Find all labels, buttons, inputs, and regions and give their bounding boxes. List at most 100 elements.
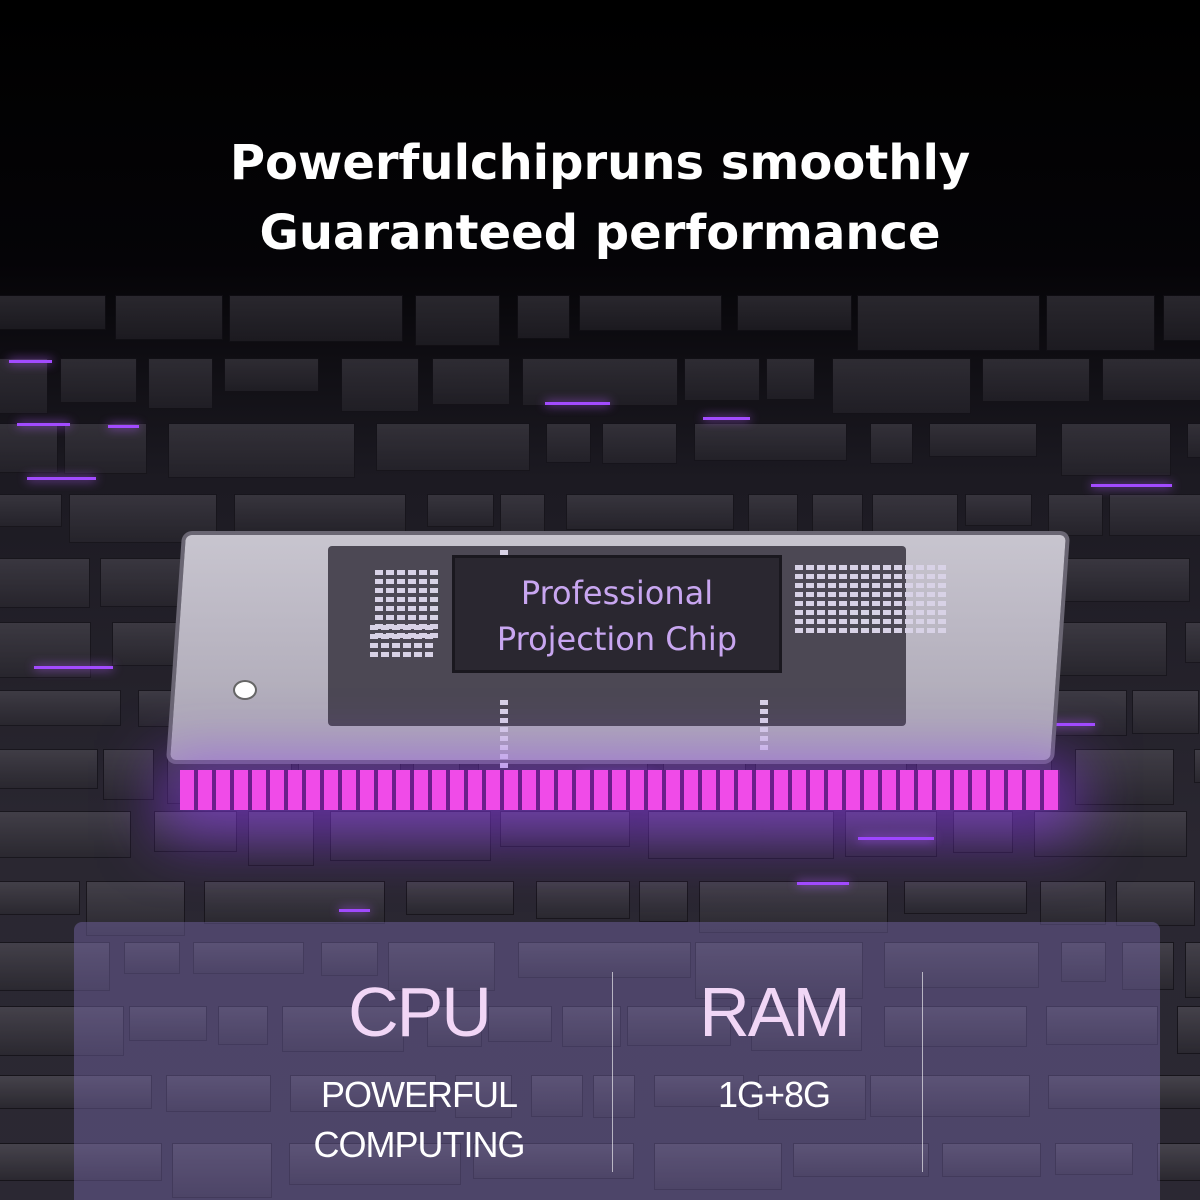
chip-pad <box>500 550 508 555</box>
chip-pad <box>414 652 422 657</box>
board-tile <box>653 1074 744 1108</box>
board-tile <box>748 493 798 533</box>
chip-pad <box>760 745 768 750</box>
chip-pad <box>430 615 438 620</box>
board-tile <box>193 942 305 975</box>
board-tile <box>1102 357 1200 402</box>
chip-pad <box>883 610 891 615</box>
chip-pad <box>894 601 902 606</box>
chip-pad <box>403 643 411 648</box>
divider <box>612 972 613 1172</box>
chip-pad <box>850 628 858 633</box>
chip-pad <box>760 700 768 705</box>
chip-pad <box>905 601 913 606</box>
chip-pad <box>916 619 924 624</box>
board-tile <box>103 749 155 800</box>
board-tile <box>0 422 58 474</box>
board-tile <box>1033 811 1188 857</box>
board-tile <box>751 1006 863 1052</box>
board-tile <box>320 942 378 977</box>
chip-pad <box>927 628 935 633</box>
board-tile <box>376 422 531 471</box>
chip-pad <box>927 574 935 579</box>
spec-line: POWERFUL <box>320 1074 518 1115</box>
board-tile <box>427 1006 483 1048</box>
chip-pad <box>861 592 869 597</box>
chip-pad <box>894 619 902 624</box>
glowing-trace <box>1015 722 1095 726</box>
chip-pad <box>894 610 902 615</box>
chip-pad <box>500 718 508 723</box>
chip-pad <box>760 736 768 741</box>
chip-pad <box>916 574 924 579</box>
chip-pad <box>828 583 836 588</box>
chip-pad <box>828 619 836 624</box>
board-tile <box>869 422 914 464</box>
board-tile <box>1055 1142 1134 1176</box>
board-tile <box>531 1074 584 1117</box>
chip-pad <box>500 700 508 705</box>
chip-pad <box>927 610 935 615</box>
chip-pad <box>408 570 416 575</box>
board-tile <box>147 357 213 410</box>
chip-pad <box>419 579 427 584</box>
board-tile <box>68 493 217 544</box>
chip-pad <box>927 619 935 624</box>
chip-pad <box>894 565 902 570</box>
board-tile <box>0 749 99 790</box>
board-tile <box>282 1006 405 1052</box>
board-tile <box>536 881 630 920</box>
board-tile <box>0 1006 125 1057</box>
chip-pad <box>500 754 508 759</box>
chip-pad <box>425 625 433 630</box>
glowing-trace <box>858 836 935 840</box>
board-tile <box>699 881 888 934</box>
board-tile <box>1060 422 1172 477</box>
board-tile <box>602 422 677 465</box>
chip-pad <box>894 583 902 588</box>
chip-pad <box>828 610 836 615</box>
chip-pad <box>850 592 858 597</box>
chip-pad <box>894 628 902 633</box>
board-tile <box>0 294 107 330</box>
chip-pad <box>795 628 803 633</box>
chip-pad <box>760 709 768 714</box>
board-tile <box>757 1074 866 1121</box>
board-tile <box>224 357 319 392</box>
chip-pad <box>905 619 913 624</box>
board-tile <box>516 294 571 340</box>
chip-pad <box>872 601 880 606</box>
chip-pad <box>375 606 383 611</box>
board-tile <box>1162 294 1200 341</box>
chip-pad <box>905 574 913 579</box>
board-tile <box>832 357 972 414</box>
chip-pad <box>425 634 433 639</box>
chip-pad <box>905 592 913 597</box>
board-tile <box>1048 557 1191 603</box>
board-tile <box>387 942 495 991</box>
chip-pad <box>370 634 378 639</box>
chip-pad <box>883 574 891 579</box>
chip-pad <box>905 565 913 570</box>
chip-pad <box>419 624 427 629</box>
chip-pad <box>397 615 405 620</box>
board-tile <box>942 1142 1042 1178</box>
chip-pad <box>938 565 946 570</box>
headline: Powerfulchipruns smoothly Guaranteed per… <box>0 128 1200 268</box>
chip-pad <box>397 588 405 593</box>
chip-pad <box>883 583 891 588</box>
chip-pad <box>381 634 389 639</box>
chip-pad <box>392 643 400 648</box>
board-tile <box>204 881 385 925</box>
board-tile <box>128 1006 208 1042</box>
board-tile <box>694 422 847 462</box>
board-tile <box>0 881 80 916</box>
board-tile <box>844 811 938 858</box>
chip-pad <box>375 615 383 620</box>
chip-pad <box>500 763 508 768</box>
board-tile <box>289 1142 462 1186</box>
board-tile <box>500 811 630 847</box>
chip-pad <box>872 583 880 588</box>
chip-pad <box>795 601 803 606</box>
chip-pad <box>419 570 427 575</box>
